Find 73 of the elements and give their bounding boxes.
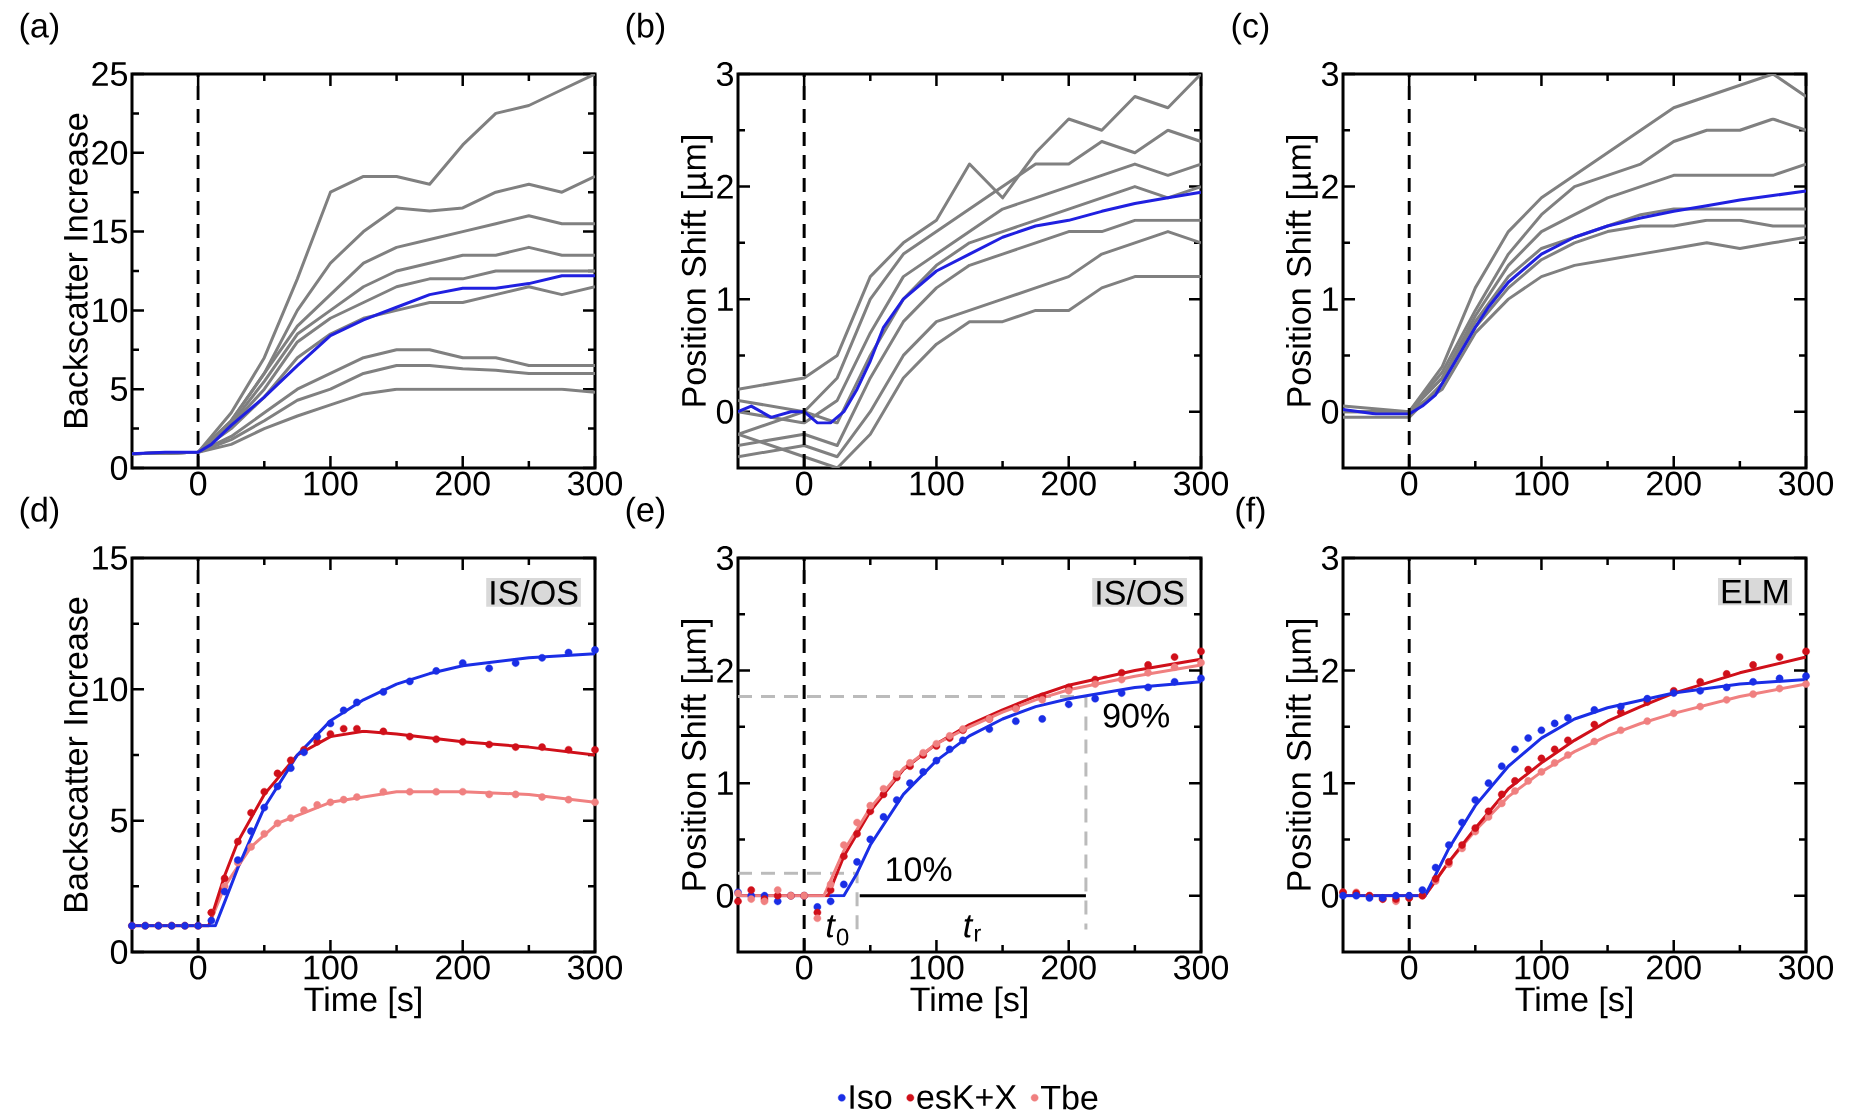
chart-title: (c) xyxy=(1232,12,1269,45)
y-axis-title: Backscatter Increase xyxy=(62,597,88,911)
chart-title: (e) xyxy=(626,496,665,529)
y-tick-label: 15 xyxy=(93,219,128,244)
annotation: IS/OS xyxy=(491,579,578,605)
x-tick-label: 0 xyxy=(796,471,813,496)
x-tick-label: 300 xyxy=(1778,471,1834,496)
y-tick-label: 25 xyxy=(92,61,128,87)
y-tick-label: 3 xyxy=(1321,545,1338,571)
y-tick-label: 20 xyxy=(92,140,128,165)
x-tick-label: 200 xyxy=(1647,955,1701,980)
y-tick-label: 2 xyxy=(1322,658,1338,683)
annotation: IS/OS xyxy=(1097,579,1184,605)
x-tick-label: 300 xyxy=(1173,955,1229,980)
legend-label: Iso xyxy=(850,1085,892,1110)
x-tick-label: 0 xyxy=(190,955,207,980)
y-tick-label: 2 xyxy=(1322,174,1338,199)
y-tick-label: 2 xyxy=(717,174,733,199)
x-tick-label: 100 xyxy=(1515,955,1569,980)
y-tick-label: 0 xyxy=(716,883,734,908)
x-tick-label: 100 xyxy=(304,471,358,496)
x-tick-label: 200 xyxy=(1042,955,1096,980)
y-tick-label: 3 xyxy=(1321,61,1338,87)
x-tick-label: 100 xyxy=(910,471,964,496)
y-tick-label: 0 xyxy=(716,399,734,424)
annotation: t$_{0}$ xyxy=(826,915,849,946)
y-axis-title: Position Shift [µm] xyxy=(1286,136,1318,406)
legend-label: esK+X xyxy=(917,1085,1017,1110)
chart-title: (b) xyxy=(626,12,665,45)
x-axis-title: Time [s] xyxy=(304,986,421,1019)
y-tick-label: 10 xyxy=(93,677,128,702)
y-tick-label: 1 xyxy=(718,771,733,795)
y-tick-label: 10 xyxy=(93,298,128,323)
y-tick-label: 0 xyxy=(1321,399,1339,424)
x-axis-title: Time [s] xyxy=(1515,986,1632,1019)
chart-title: (d) xyxy=(20,496,59,529)
x-tick-label: 300 xyxy=(567,955,623,980)
x-tick-label: 300 xyxy=(1173,471,1229,496)
legend-label: Tbe xyxy=(1041,1084,1098,1110)
x-tick-label: 100 xyxy=(304,955,358,980)
annotation: 90% xyxy=(1103,703,1169,728)
annotation: ELM xyxy=(1722,579,1788,604)
x-tick-label: 200 xyxy=(436,471,490,496)
annotation: 10% xyxy=(887,857,952,882)
y-axis-title: Position Shift [µm] xyxy=(681,620,713,890)
x-tick-label: 0 xyxy=(1401,955,1418,980)
x-tick-label: 200 xyxy=(1647,471,1701,496)
x-tick-label: 100 xyxy=(910,955,964,980)
x-tick-label: 0 xyxy=(190,471,207,496)
y-tick-label: 5 xyxy=(110,808,128,833)
chart-title: (f) xyxy=(1236,496,1265,529)
x-tick-label: 0 xyxy=(1401,471,1418,496)
y-tick-label: 15 xyxy=(93,546,128,570)
y-tick-label: 1 xyxy=(1323,287,1338,311)
annotation: t$_{r}$ xyxy=(964,915,981,942)
x-tick-label: 100 xyxy=(1515,471,1569,496)
x-tick-label: 300 xyxy=(1778,955,1834,980)
y-tick-label: 1 xyxy=(718,287,733,311)
y-tick-label: 3 xyxy=(716,545,733,571)
x-tick-label: 0 xyxy=(796,955,813,980)
y-tick-label: 0 xyxy=(1321,883,1339,908)
chart-title: (a) xyxy=(20,12,59,45)
y-tick-label: 3 xyxy=(716,61,733,87)
y-tick-label: 2 xyxy=(717,658,733,683)
y-tick-label: 5 xyxy=(110,377,128,402)
x-tick-label: 300 xyxy=(567,471,623,496)
y-axis-title: Backscatter Increase xyxy=(62,113,88,427)
x-axis-title: Time [s] xyxy=(910,986,1027,1019)
y-axis-title: Position Shift [µm] xyxy=(1286,620,1318,890)
y-axis-title: Position Shift [µm] xyxy=(681,136,713,406)
y-tick-label: 1 xyxy=(1323,771,1338,795)
x-tick-label: 200 xyxy=(1042,471,1096,496)
x-tick-label: 200 xyxy=(436,955,490,980)
